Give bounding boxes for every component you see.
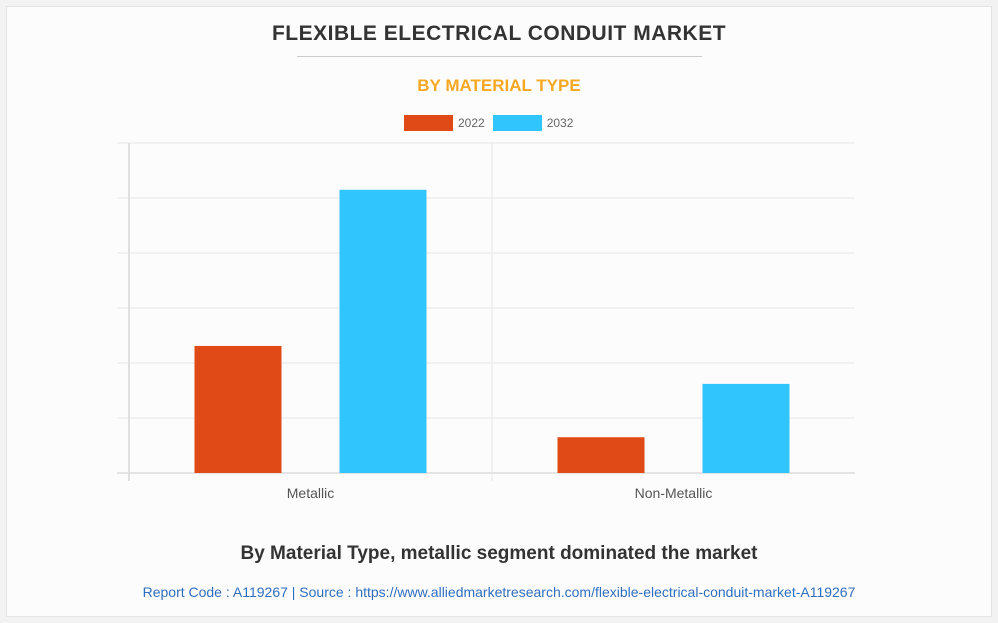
chart-card — [6, 6, 992, 617]
source-link[interactable]: Report Code : A119267 | Source : https:/… — [142, 584, 856, 600]
legend-swatch — [404, 115, 453, 131]
legend-label: 2022 — [458, 116, 485, 130]
chart-subtitle: BY MATERIAL TYPE — [417, 76, 581, 95]
bar-2022-metallic — [194, 345, 282, 473]
x-tick-label: Metallic — [287, 485, 334, 501]
chart-caption: By Material Type, metallic segment domin… — [240, 543, 758, 564]
legend-label: 2032 — [546, 116, 574, 130]
chart-title: FLEXIBLE ELECTRICAL CONDUIT MARKET — [271, 22, 727, 45]
legend-swatch — [492, 115, 542, 131]
legend-item-2032[interactable]: 2032 — [492, 115, 574, 131]
bar-2032-non-metallic — [702, 383, 790, 473]
legend-item-2022[interactable]: 2022 — [404, 115, 485, 131]
legend: 2022 2032 — [404, 115, 581, 131]
title-divider — [297, 56, 702, 57]
x-tick-label: Non-Metallic — [635, 485, 713, 501]
bar-2022-non-metallic — [557, 437, 645, 473]
bar-2032-metallic — [339, 189, 427, 473]
